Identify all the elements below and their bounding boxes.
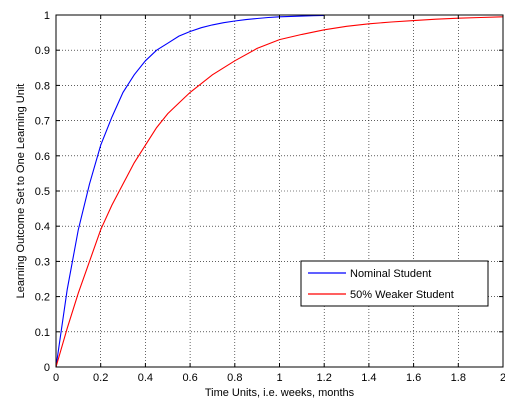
x-tick-label: 0 — [53, 372, 59, 384]
x-tick-label: 1.8 — [451, 372, 466, 384]
x-axis-label: Time Units, i.e. weeks, months — [205, 387, 355, 399]
y-tick-label: 0.6 — [35, 151, 50, 163]
series-line-weaker-student — [55, 16, 504, 368]
legend-label: Nominal Student — [350, 268, 431, 280]
legend-label: 50% Weaker Student — [350, 289, 454, 301]
x-tick-label: 2 — [500, 372, 505, 384]
y-tick-label: 0.4 — [35, 221, 50, 233]
y-tick-label: 0.2 — [35, 292, 50, 304]
x-tick-label: 1.2 — [317, 372, 332, 384]
x-tick-label: 0.2 — [93, 372, 108, 384]
y-tick-label: 0.9 — [35, 45, 50, 57]
y-tick-label: 0.8 — [35, 80, 50, 92]
x-tick-label: 0.6 — [182, 372, 197, 384]
x-tick-label: 1.6 — [406, 372, 421, 384]
y-tick-label: 0.7 — [35, 116, 50, 128]
y-tick-label: 0.5 — [35, 186, 50, 198]
x-tick-label: 0.4 — [138, 372, 153, 384]
y-tick-label: 1 — [44, 10, 50, 22]
x-tick-label: 1 — [276, 372, 282, 384]
y-tick-label: 0.3 — [35, 256, 50, 268]
legend-box — [300, 260, 489, 307]
y-tick-label: 0.1 — [35, 327, 50, 339]
y-axis-label: Learning Outcome Set to One Learning Uni… — [15, 84, 27, 299]
y-tick-label: 0 — [44, 362, 50, 374]
x-tick-label: 1.4 — [361, 372, 376, 384]
x-tick-label: 0.8 — [227, 372, 242, 384]
legend: Nominal Student 50% Weaker Student — [300, 260, 489, 307]
axis-ticks: 0 0.2 0.4 0.6 0.8 1 1.2 1.4 1.6 1.8 2 0 0.1 0.2 0.3 0.4… — [35, 10, 505, 384]
